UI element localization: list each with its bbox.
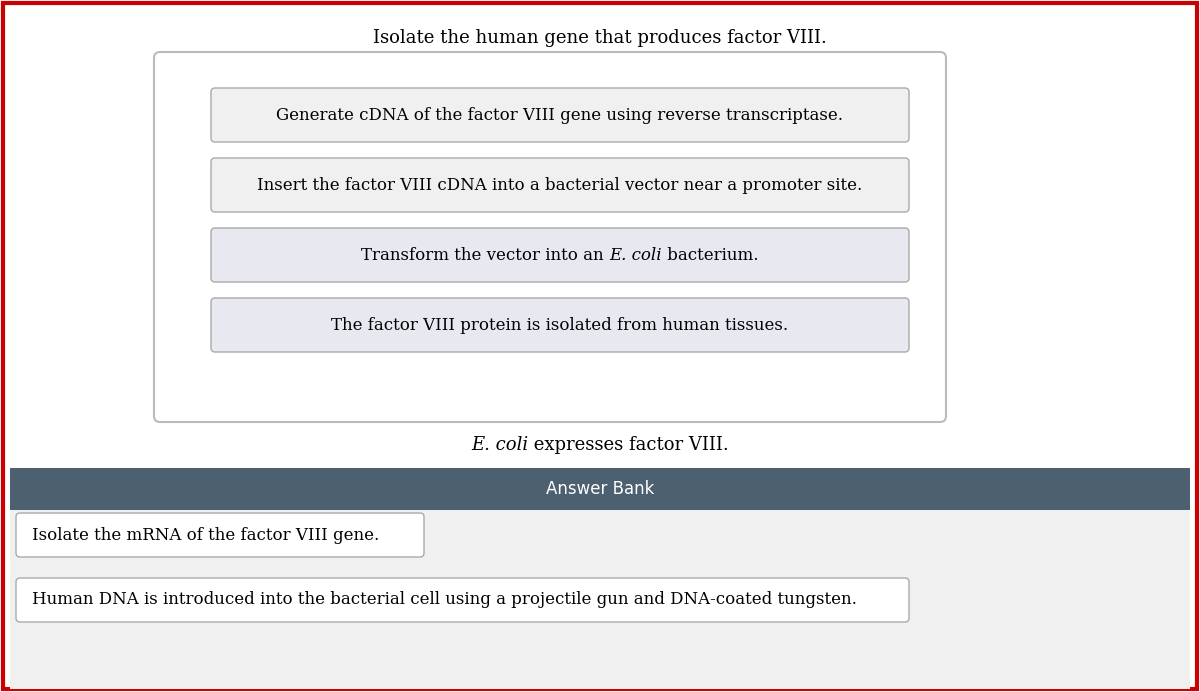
- FancyBboxPatch shape: [10, 510, 1190, 689]
- Text: Answer Bank: Answer Bank: [546, 480, 654, 498]
- Text: Human DNA is introduced into the bacterial cell using a projectile gun and DNA-c: Human DNA is introduced into the bacteri…: [32, 592, 857, 608]
- Text: Transform the vector into an: Transform the vector into an: [361, 246, 610, 264]
- FancyBboxPatch shape: [16, 578, 910, 622]
- Text: expresses factor VIII.: expresses factor VIII.: [528, 436, 728, 454]
- Text: E. coli: E. coli: [610, 246, 662, 264]
- FancyBboxPatch shape: [2, 3, 1198, 689]
- Text: Isolate the human gene that produces factor VIII.: Isolate the human gene that produces fac…: [373, 29, 827, 47]
- FancyBboxPatch shape: [211, 88, 910, 142]
- Text: Insert the factor VIII cDNA into a bacterial vector near a promoter site.: Insert the factor VIII cDNA into a bacte…: [257, 176, 863, 194]
- FancyBboxPatch shape: [10, 468, 1190, 510]
- Text: Generate cDNA of the factor VIII gene using reverse transcriptase.: Generate cDNA of the factor VIII gene us…: [276, 107, 844, 123]
- Text: The factor VIII protein is isolated from human tissues.: The factor VIII protein is isolated from…: [331, 316, 788, 334]
- Text: E. coli: E. coli: [470, 436, 528, 454]
- FancyBboxPatch shape: [211, 158, 910, 212]
- Text: bacterium.: bacterium.: [662, 246, 758, 264]
- FancyBboxPatch shape: [16, 513, 424, 557]
- Text: Isolate the mRNA of the factor VIII gene.: Isolate the mRNA of the factor VIII gene…: [32, 527, 379, 543]
- FancyBboxPatch shape: [154, 52, 946, 422]
- FancyBboxPatch shape: [211, 228, 910, 282]
- FancyBboxPatch shape: [211, 298, 910, 352]
